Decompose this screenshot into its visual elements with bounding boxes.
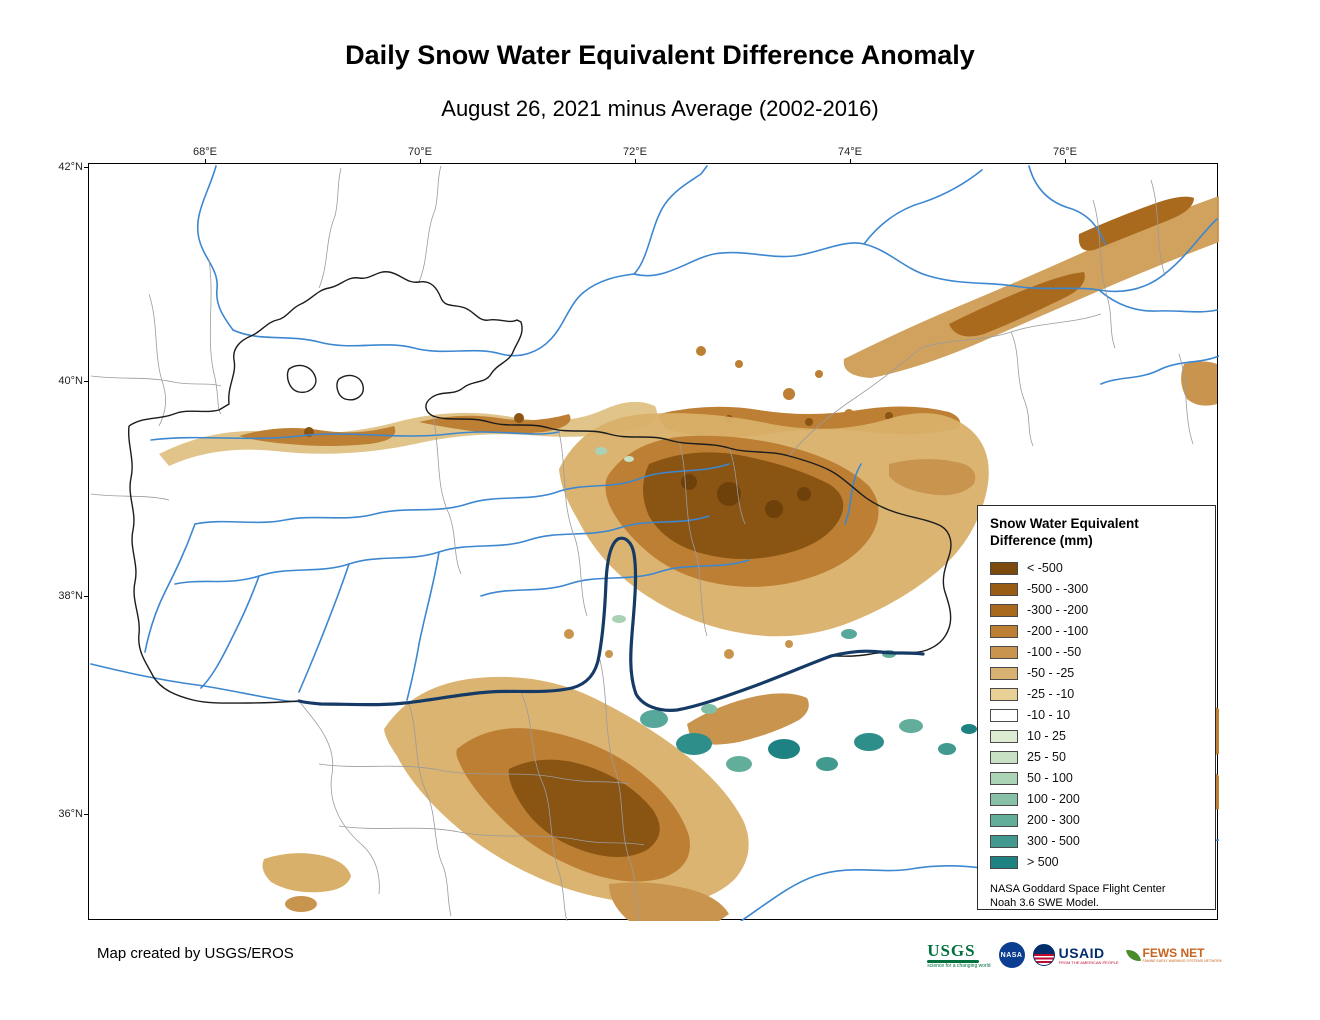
legend-entry: -300 - -200	[990, 600, 1203, 621]
page-title: Daily Snow Water Equivalent Difference A…	[345, 40, 975, 70]
nasa-meatball-icon: NASA	[998, 942, 1025, 968]
lat-label-42n: 42°N	[58, 161, 83, 173]
legend-title-line1: Snow Water Equivalent	[990, 516, 1139, 531]
nasa-logo: NASA	[998, 942, 1025, 968]
leaf-icon	[1125, 947, 1141, 963]
legend-swatch	[990, 645, 1018, 659]
legend-entry: 300 - 500	[990, 831, 1203, 852]
admin-borders-layer	[90, 165, 1194, 921]
lon-label-70e: 70°E	[408, 146, 432, 158]
tick-mark	[84, 381, 89, 382]
legend-title: Snow Water Equivalent Difference (mm)	[990, 516, 1203, 550]
lon-label-76e: 76°E	[1053, 146, 1077, 158]
usaid-tagline: FROM THE AMERICAN PEOPLE	[1058, 959, 1119, 965]
legend-entry: > 500	[990, 852, 1203, 873]
tick-mark	[84, 596, 89, 597]
tick-mark	[84, 814, 89, 815]
usgs-tagline: science for a changing world	[927, 962, 991, 969]
lon-label-72e: 72°E	[623, 146, 647, 158]
border-river	[297, 536, 925, 712]
legend-swatch	[990, 834, 1018, 848]
usgs-wordmark: USGS	[927, 940, 976, 960]
legend-entry: 200 - 300	[990, 810, 1203, 831]
legend-swatch	[990, 687, 1018, 701]
legend-swatch	[990, 582, 1018, 596]
legend-entry: -10 - 10	[990, 705, 1203, 726]
legend-entries: < -500 -500 - -300 -300 - -200 -200 - -1…	[990, 558, 1203, 873]
usaid-flag-icon	[1032, 944, 1055, 966]
tick-mark	[635, 159, 636, 164]
lat-label-36n: 36°N	[58, 808, 83, 820]
lat-label-40n: 40°N	[58, 375, 83, 387]
tick-mark	[420, 159, 421, 164]
page-subtitle: August 26, 2021 minus Average (2002-2016…	[441, 96, 879, 121]
legend-entry: 50 - 100	[990, 768, 1203, 789]
lon-label-68e: 68°E	[193, 146, 217, 158]
legend-entry: -50 - -25	[990, 663, 1203, 684]
legend-swatch	[990, 603, 1018, 617]
tick-mark	[84, 167, 89, 168]
legend-title-line2: Difference (mm)	[990, 532, 1093, 548]
tick-mark	[205, 159, 206, 164]
legend-source-line1: NASA Goddard Space Flight Center	[990, 882, 1166, 895]
usgs-wave-icon	[927, 959, 980, 963]
legend-swatch	[990, 855, 1018, 869]
legend-entry: < -500	[990, 558, 1203, 579]
legend-entry: -200 - -100	[990, 621, 1203, 642]
legend: Snow Water Equivalent Difference (mm) < …	[977, 505, 1216, 910]
logo-strip: USGS science for a changing world NASA U…	[927, 938, 1222, 972]
country-borders-layer	[127, 271, 952, 704]
legend-source-line2: Noah 3.6 SWE Model.	[990, 897, 1099, 910]
legend-swatch	[990, 729, 1018, 743]
legend-source: NASA Goddard Space Flight Center Noah 3.…	[990, 882, 1203, 911]
map-container: 68°E 70°E 72°E 74°E 76°E 42°N 40°N 38°N …	[58, 146, 1219, 921]
legend-entry: 10 - 25	[990, 726, 1203, 747]
lat-label-38n: 38°N	[58, 590, 83, 602]
legend-swatch	[990, 561, 1018, 575]
tick-mark	[850, 159, 851, 164]
tick-mark	[1065, 159, 1066, 164]
legend-entry: -100 - -50	[990, 642, 1203, 663]
map-canvas	[90, 165, 1219, 921]
usaid-wordmark: USAID	[1058, 944, 1105, 961]
fewsnet-wordmark: FEWS NET	[1142, 945, 1205, 960]
legend-swatch	[990, 708, 1018, 722]
map-credit: Map created by USGS/EROS	[97, 945, 294, 962]
legend-swatch	[990, 750, 1018, 764]
legend-swatch	[990, 666, 1018, 680]
legend-swatch	[990, 624, 1018, 638]
legend-entry: 100 - 200	[990, 789, 1203, 810]
usaid-logo: USAID FROM THE AMERICAN PEOPLE	[1032, 944, 1119, 966]
legend-entry: -25 - -10	[990, 684, 1203, 705]
positive-anomaly-layer	[595, 447, 977, 772]
fewsnet-logo: FEWS NET FAMINE EARLY WARNING SYSTEMS NE…	[1125, 945, 1222, 964]
legend-swatch	[990, 813, 1018, 827]
lon-label-74e: 74°E	[838, 146, 862, 158]
legend-entry: -500 - -300	[990, 579, 1203, 600]
usgs-logo: USGS science for a changing world	[927, 940, 991, 969]
legend-entry: 25 - 50	[990, 747, 1203, 768]
legend-swatch	[990, 792, 1018, 806]
fewsnet-tagline: FAMINE EARLY WARNING SYSTEMS NETWORK	[1142, 958, 1222, 963]
legend-swatch	[990, 771, 1018, 785]
